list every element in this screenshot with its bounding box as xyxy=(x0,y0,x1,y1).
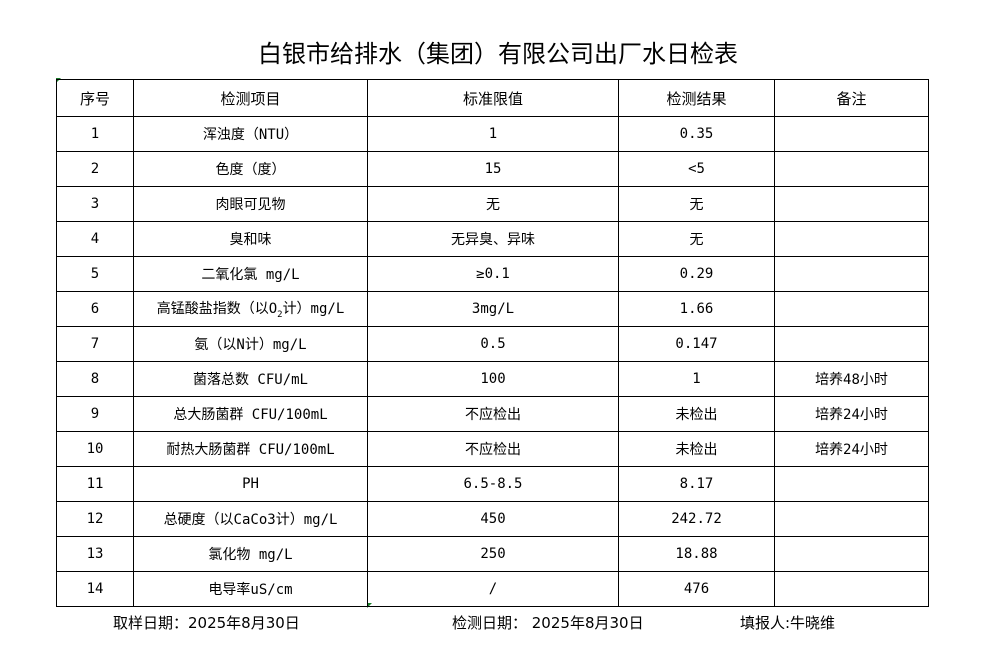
cell-note xyxy=(774,291,929,327)
cell-item: PH xyxy=(133,466,368,502)
cell-item: 二氧化氯 mg/L xyxy=(133,256,368,292)
cell-limit: 无异臭、异味 xyxy=(367,221,619,257)
cell-item: 氨（以N计）mg/L xyxy=(133,326,368,362)
cell-item: 氯化物 mg/L xyxy=(133,536,368,572)
sample-date: 取样日期：2025年8月30日 xyxy=(113,614,300,632)
table-row: 2 色度（度） 15 <5 xyxy=(56,151,929,187)
cell-limit: 3mg/L xyxy=(367,291,619,327)
cell-note: 培养48小时 xyxy=(774,361,929,397)
item-text: 高锰酸盐指数（以O xyxy=(156,301,278,318)
cell-limit: 无 xyxy=(367,186,619,222)
reporter: 填报人:牛晓维 xyxy=(740,614,836,632)
cell-item: 耐热大肠菌群 CFU/100mL xyxy=(133,431,368,467)
cell-limit: 0.5 xyxy=(367,326,619,362)
cell-result: 0.35 xyxy=(618,116,775,152)
cell-note xyxy=(774,466,929,502)
cell-no: 6 xyxy=(56,291,134,327)
cell-limit: 6.5-8.5 xyxy=(367,466,619,502)
table-row: 11 PH 6.5-8.5 8.17 xyxy=(56,466,929,502)
cell-note xyxy=(774,186,929,222)
cell-limit: 不应检出 xyxy=(367,396,619,432)
cell-no: 10 xyxy=(56,431,134,467)
header-result: 检测结果 xyxy=(618,79,775,117)
cell-item: 菌落总数 CFU/mL xyxy=(133,361,368,397)
test-date: 检测日期： 2025年8月30日 xyxy=(452,614,644,632)
cell-note xyxy=(774,326,929,362)
cell-no: 3 xyxy=(56,186,134,222)
cell-result: 无 xyxy=(618,221,775,257)
table-row: 7 氨（以N计）mg/L 0.5 0.147 xyxy=(56,326,929,362)
cell-limit: / xyxy=(367,571,619,607)
cell-result: 476 xyxy=(618,571,775,607)
table-row: 8 菌落总数 CFU/mL 100 1 培养48小时 xyxy=(56,361,929,397)
cell-result: 未检出 xyxy=(618,396,775,432)
cell-note xyxy=(774,151,929,187)
cell-result: 未检出 xyxy=(618,431,775,467)
table-header: 序号 检测项目 标准限值 检测结果 备注 xyxy=(56,79,929,117)
cell-item: 总大肠菌群 CFU/100mL xyxy=(133,396,368,432)
cell-result: 1.66 xyxy=(618,291,775,327)
cell-result: 242.72 xyxy=(618,501,775,537)
cell-note xyxy=(774,571,929,607)
cell-note: 培养24小时 xyxy=(774,431,929,467)
cell-note xyxy=(774,501,929,537)
table-row: 13 氯化物 mg/L 250 18.88 xyxy=(56,536,929,572)
cell-no: 12 xyxy=(56,501,134,537)
cell-note xyxy=(774,116,929,152)
cell-item: 浑浊度（NTU） xyxy=(133,116,368,152)
cell-no: 9 xyxy=(56,396,134,432)
cell-note xyxy=(774,221,929,257)
header-limit: 标准限值 xyxy=(367,79,619,117)
cell-no: 5 xyxy=(56,256,134,292)
inspection-table: 序号 检测项目 标准限值 检测结果 备注 1 浑浊度（NTU） 1 0.35 2 色度（度… xyxy=(56,79,929,607)
cell-result: 1 xyxy=(618,361,775,397)
cell-limit: 15 xyxy=(367,151,619,187)
cell-no: 14 xyxy=(56,571,134,607)
cell-result: 18.88 xyxy=(618,536,775,572)
header-note: 备注 xyxy=(774,79,929,117)
cell-result: 无 xyxy=(618,186,775,222)
cell-note xyxy=(774,536,929,572)
cell-item: 臭和味 xyxy=(133,221,368,257)
cell-result: 8.17 xyxy=(618,466,775,502)
table-row: 9 总大肠菌群 CFU/100mL 不应检出 未检出 培养24小时 xyxy=(56,396,929,432)
header-no: 序号 xyxy=(56,79,134,117)
table-row: 10 耐热大肠菌群 CFU/100mL 不应检出 未检出 培养24小时 xyxy=(56,431,929,467)
cell-note: 培养24小时 xyxy=(774,396,929,432)
cell-no: 1 xyxy=(56,116,134,152)
cell-no: 7 xyxy=(56,326,134,362)
table-row: 4 臭和味 无异臭、异味无 xyxy=(56,221,929,257)
item-subscript: 2 xyxy=(277,309,283,320)
cell-limit: ≥0.1 xyxy=(367,256,619,292)
table-row: 3 肉眼可见物无无 xyxy=(56,186,929,222)
table-row: 12 总硬度（以CaCo3计）mg/L 450 242.72 xyxy=(56,501,929,537)
cell-item: 电导率uS/cm xyxy=(133,571,368,607)
cell-item: 总硬度（以CaCo3计）mg/L xyxy=(133,501,368,537)
cell-no: 13 xyxy=(56,536,134,572)
table-row: 5 二氧化氯 mg/L ≥0.1 0.29 xyxy=(56,256,929,292)
cell-item: 高锰酸盐指数（以O2计）mg/L xyxy=(133,291,368,327)
cell-limit: 100 xyxy=(367,361,619,397)
item-text-post: 计）mg/L xyxy=(282,301,345,318)
cell-limit: 450 xyxy=(367,501,619,537)
cell-item: 肉眼可见物 xyxy=(133,186,368,222)
table-row: 1 浑浊度（NTU） 1 0.35 xyxy=(56,116,929,152)
cell-result: 0.29 xyxy=(618,256,775,292)
cell-no: 2 xyxy=(56,151,134,187)
header-item: 检测项目 xyxy=(133,79,368,117)
cell-no: 8 xyxy=(56,361,134,397)
cell-limit: 1 xyxy=(367,116,619,152)
cell-result: 0.147 xyxy=(618,326,775,362)
cell-item: 色度（度） xyxy=(133,151,368,187)
table-row: 6 高锰酸盐指数（以O2计）mg/L 3mg/L 1.66 xyxy=(56,291,929,327)
cell-no: 11 xyxy=(56,466,134,502)
cell-no: 4 xyxy=(56,221,134,257)
cell-result: <5 xyxy=(618,151,775,187)
table-row: 14 电导率uS/cm/476 xyxy=(56,571,929,607)
cell-note xyxy=(774,256,929,292)
page-title: 白银市给排水（集团）有限公司出厂水日检表 xyxy=(258,40,738,68)
cell-limit: 不应检出 xyxy=(367,431,619,467)
cell-limit: 250 xyxy=(367,536,619,572)
